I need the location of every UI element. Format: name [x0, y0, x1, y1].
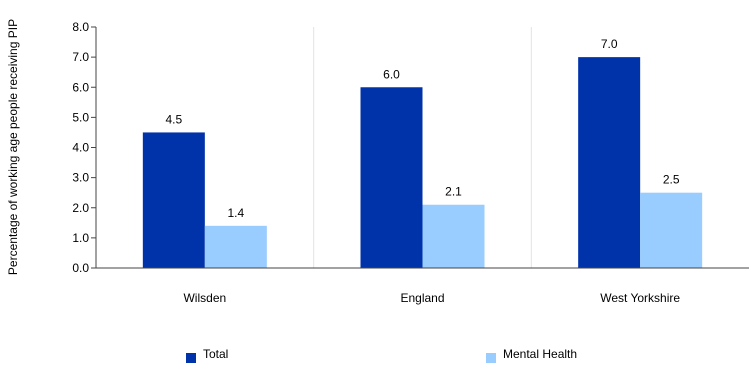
bar-total-wilsden — [142, 132, 205, 268]
legend-label: Total — [203, 347, 228, 361]
data-label: 1.4 — [227, 206, 244, 220]
category-label: England — [400, 291, 444, 305]
legend-swatch — [186, 353, 196, 363]
legend: Total Mental Health — [186, 347, 577, 363]
y-tick-label: 2.0 — [72, 201, 89, 215]
y-axis-label: Percentage of working age people receivi… — [6, 19, 20, 275]
y-tick-label: 0.0 — [72, 261, 89, 275]
bar-mental-health-west-yorkshire — [640, 192, 703, 268]
axes: 0.0 1.0 2.0 3.0 4.0 5.0 6.0 7.0 8.0 Wilsden Englan… — [72, 20, 749, 305]
data-label: 2.5 — [663, 173, 680, 187]
y-tick-label: 6.0 — [72, 80, 89, 94]
data-labels: 4.5 1.4 6.0 2.1 7.0 2.5 — [165, 37, 679, 220]
y-tick-label: 8.0 — [72, 20, 89, 34]
y-tick-label: 1.0 — [72, 231, 89, 245]
legend-swatch — [486, 353, 496, 363]
y-tick-label: 7.0 — [72, 50, 89, 64]
bar-mental-health-wilsden — [204, 225, 267, 268]
data-label: 6.0 — [383, 67, 400, 81]
data-label: 4.5 — [165, 112, 182, 126]
data-label: 2.1 — [445, 185, 462, 199]
legend-label: Mental Health — [503, 347, 577, 361]
grid — [313, 27, 532, 268]
y-tick-label: 3.0 — [72, 171, 89, 185]
y-tick-label: 4.0 — [72, 141, 89, 155]
bar-total-west-yorkshire — [578, 57, 641, 268]
bars — [142, 57, 703, 268]
category-label: West Yorkshire — [600, 291, 680, 305]
bar-total-england — [360, 87, 423, 268]
category-label: Wilsden — [183, 291, 226, 305]
data-label: 7.0 — [601, 37, 618, 51]
y-tick-label: 5.0 — [72, 110, 89, 124]
bar-mental-health-england — [422, 204, 485, 268]
